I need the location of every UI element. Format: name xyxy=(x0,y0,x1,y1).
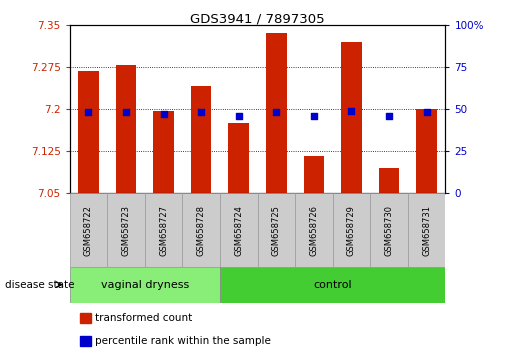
Bar xyxy=(416,109,437,193)
Text: transformed count: transformed count xyxy=(95,313,193,323)
Text: GDS3941 / 7897305: GDS3941 / 7897305 xyxy=(190,12,325,25)
Point xyxy=(310,113,318,118)
Text: GSM658726: GSM658726 xyxy=(310,205,318,256)
Bar xyxy=(145,193,182,267)
Bar xyxy=(303,156,324,193)
Point xyxy=(347,108,355,113)
Point xyxy=(84,109,93,115)
Text: disease state: disease state xyxy=(5,280,75,290)
Text: GSM658722: GSM658722 xyxy=(84,205,93,256)
Text: GSM658723: GSM658723 xyxy=(122,205,130,256)
Bar xyxy=(80,313,91,323)
Bar xyxy=(70,193,107,267)
Bar xyxy=(191,86,212,193)
Text: GSM658730: GSM658730 xyxy=(385,205,393,256)
Bar xyxy=(80,336,91,346)
Bar xyxy=(258,193,295,267)
Bar xyxy=(266,33,287,193)
Text: percentile rank within the sample: percentile rank within the sample xyxy=(95,336,271,346)
Bar xyxy=(107,193,145,267)
Text: control: control xyxy=(313,280,352,290)
Text: GSM658724: GSM658724 xyxy=(234,205,243,256)
Point xyxy=(423,109,431,115)
Text: GSM658729: GSM658729 xyxy=(347,205,356,256)
Point xyxy=(385,113,393,118)
Bar xyxy=(370,193,408,267)
Text: GSM658727: GSM658727 xyxy=(159,205,168,256)
Text: GSM658725: GSM658725 xyxy=(272,205,281,256)
Bar xyxy=(228,123,249,193)
Text: GSM658728: GSM658728 xyxy=(197,205,205,256)
Point xyxy=(197,109,205,115)
Bar xyxy=(182,193,220,267)
Text: GSM658731: GSM658731 xyxy=(422,205,431,256)
Text: vaginal dryness: vaginal dryness xyxy=(100,280,189,290)
Bar xyxy=(220,267,445,303)
Bar xyxy=(341,41,362,193)
Point xyxy=(272,109,280,115)
Bar xyxy=(408,193,445,267)
Point xyxy=(122,109,130,115)
Bar xyxy=(78,71,99,193)
Bar xyxy=(379,168,400,193)
Bar xyxy=(220,193,258,267)
Bar xyxy=(70,267,220,303)
Bar xyxy=(153,110,174,193)
Bar xyxy=(333,193,370,267)
Point xyxy=(160,111,168,117)
Point xyxy=(235,113,243,118)
Bar xyxy=(295,193,333,267)
Bar xyxy=(115,65,136,193)
